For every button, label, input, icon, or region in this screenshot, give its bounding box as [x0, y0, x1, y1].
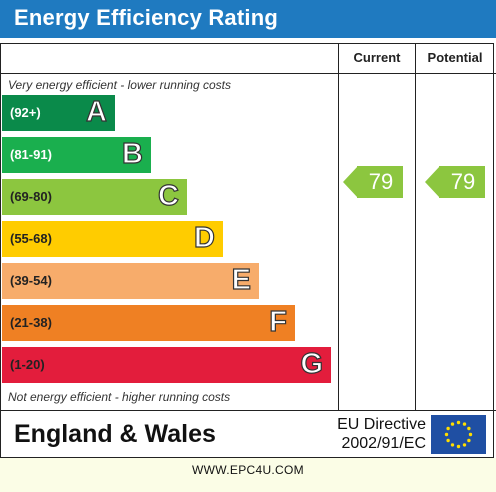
band-range-label: (39-54): [10, 273, 52, 288]
top-note: Very energy efficient - lower running co…: [8, 78, 231, 92]
band-letter-label: E: [231, 263, 252, 296]
current-rating-value: 79: [368, 169, 394, 194]
eu-star: [446, 438, 450, 443]
eu-star: [446, 426, 450, 431]
potential-rating-value: 79: [450, 169, 476, 194]
eu-star: [456, 444, 461, 449]
band-d: (55-68) D: [2, 221, 223, 257]
eu-star: [444, 432, 449, 437]
eu-star: [467, 438, 471, 443]
directive-line-2: 2002/91/EC: [341, 435, 426, 452]
potential-arrow-body: [439, 166, 485, 198]
potential-arrow-tip: [425, 166, 440, 198]
current-column-header: Current: [353, 50, 401, 65]
band-range-label: (21-38): [10, 315, 52, 330]
bottom-note: Not energy efficient - higher running co…: [8, 390, 231, 404]
eu-star: [456, 420, 461, 425]
band-letter-label: B: [121, 137, 143, 170]
band-f: (21-38) F: [2, 305, 295, 341]
eu-star: [467, 426, 471, 431]
band-range-label: (69-80): [10, 189, 52, 204]
band-letter-label: C: [157, 179, 179, 212]
band-a: (92+) A: [2, 95, 115, 131]
current-arrow-tip: [343, 166, 358, 198]
band-range-label: (92+): [10, 105, 41, 120]
eu-star: [462, 422, 467, 426]
band-e: (39-54) E: [2, 263, 259, 299]
potential-column-header: Potential: [427, 50, 483, 65]
band-letter-label: D: [193, 221, 215, 254]
rating-table-frame: [0, 43, 494, 458]
band-range-label: (55-68): [10, 231, 52, 246]
eu-stars-icon: [444, 420, 473, 449]
region-name: England & Wales: [14, 420, 216, 448]
eu-star: [450, 443, 455, 447]
band-letter-label: A: [85, 95, 107, 128]
eu-star: [462, 443, 467, 447]
header-bar: Energy Efficiency Rating: [0, 0, 496, 38]
footer-url: WWW.EPC4U.COM: [192, 463, 304, 477]
band-range-label: (81-91): [10, 147, 52, 162]
directive-line-1: EU Directive: [337, 416, 426, 433]
current-column-divider: [338, 43, 339, 411]
current-arrow-body: [357, 166, 403, 198]
band-letter-label: F: [269, 305, 288, 338]
eu-star: [450, 422, 455, 426]
footer-bar: WWW.EPC4U.COM: [0, 458, 496, 492]
header-row-divider: [0, 73, 496, 74]
region-row-divider: [0, 410, 496, 411]
eu-directive: EU Directive 2002/91/EC: [318, 415, 426, 453]
band-c: (69-80) C: [2, 179, 187, 215]
band-g: (1-20) G: [2, 347, 331, 383]
chart-title: Energy Efficiency Rating: [14, 5, 278, 30]
band-b: (81-91) B: [2, 137, 151, 173]
band-range-label: (1-20): [10, 357, 45, 372]
band-letter-label: G: [300, 347, 324, 380]
eu-star: [468, 432, 473, 437]
eu-flag-icon: [431, 415, 486, 454]
potential-column-divider: [415, 43, 416, 411]
